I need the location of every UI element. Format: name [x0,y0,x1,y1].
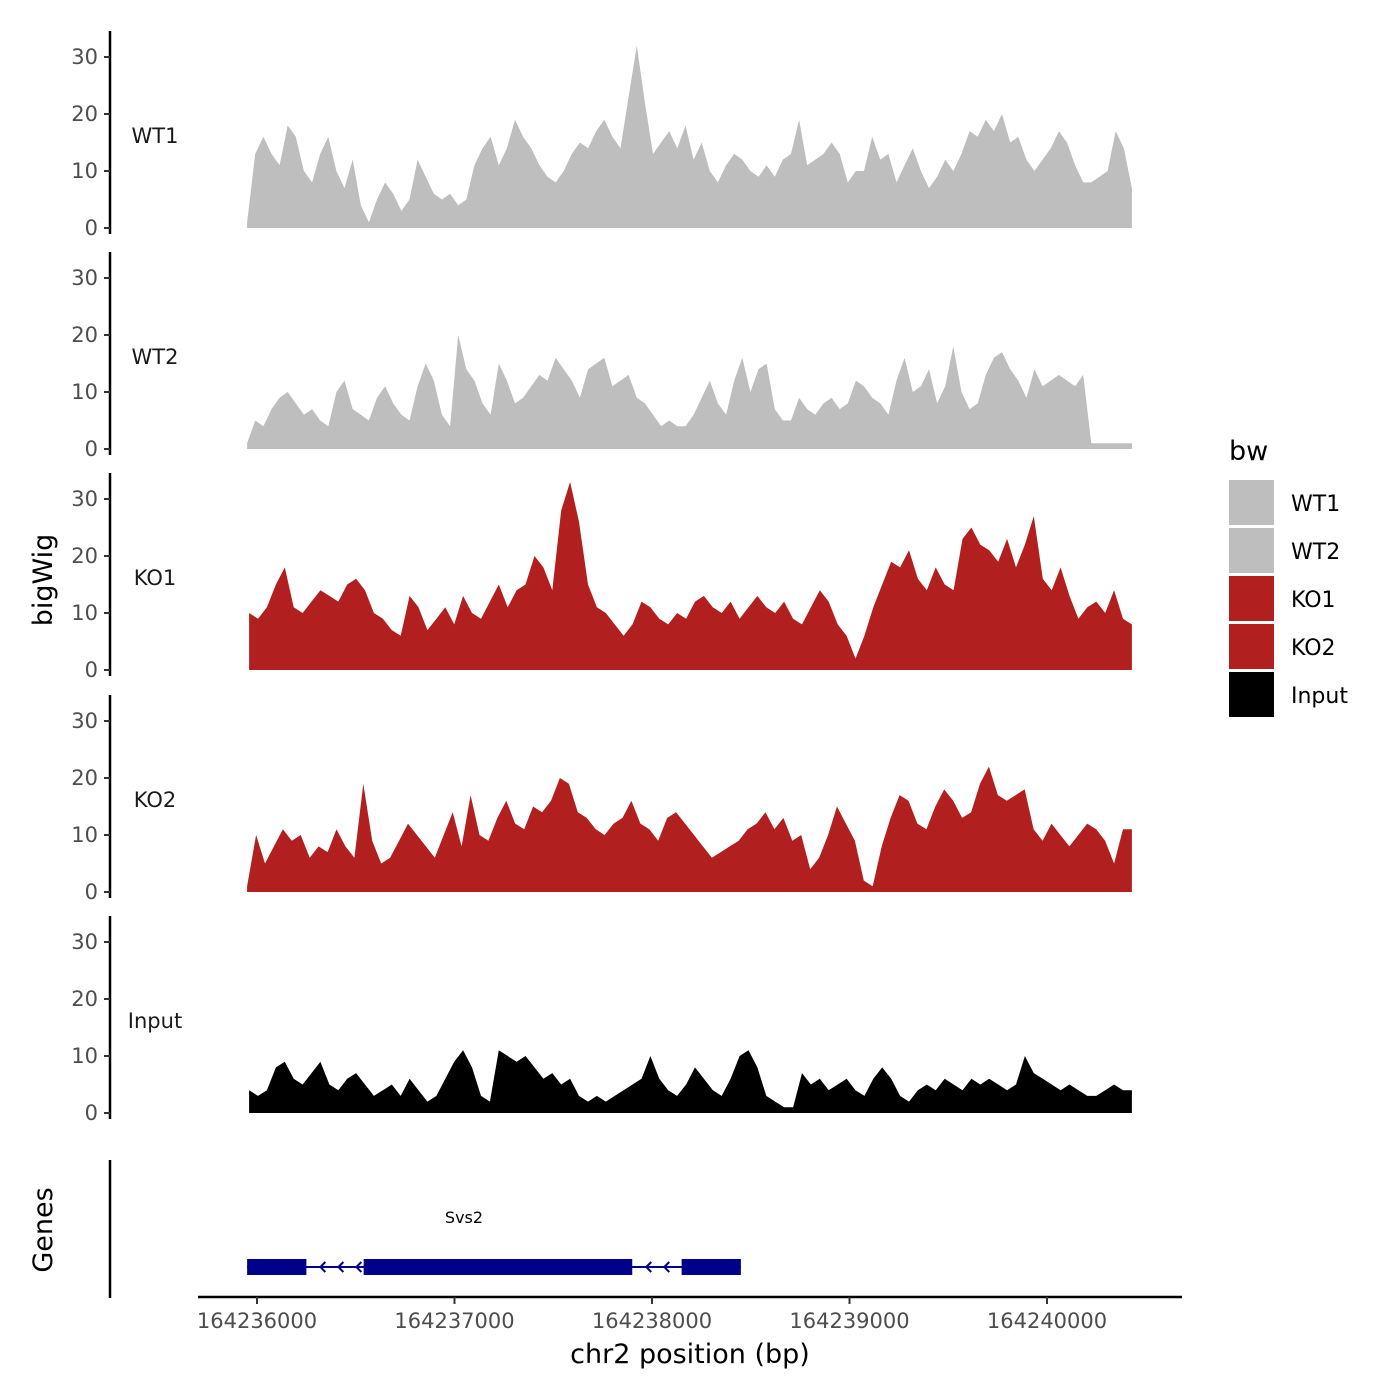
strand-arrow [318,1261,327,1273]
track-label-wt1: WT1 [132,124,179,148]
y-axis-title: bigWig [28,534,59,627]
area-wt2 [247,335,1132,449]
y-tick-label: 10 [71,601,98,625]
y-tick-label: 30 [71,266,98,290]
gene-label: Svs2 [445,1208,483,1227]
legend-title: bw [1229,436,1268,467]
track-wt1: 0 10 20 30 WT1 [71,31,1132,240]
legend-label-input: Input [1291,684,1348,709]
y-tick-label: 30 [71,930,98,954]
gene-svs2: Svs2 [247,1208,741,1275]
genes-axis-title: Genes [28,1187,59,1272]
legend-swatch-ko1 [1229,576,1274,621]
x-tick-label: 164240000 [987,1309,1107,1333]
y-tick-label: 0 [85,437,98,461]
legend-label-ko1: KO1 [1291,588,1336,613]
gene-exon [681,1259,741,1275]
x-axis-title: chr2 position (bp) [570,1339,810,1370]
track-label-ko1: KO1 [134,566,177,590]
track-ko1: 0 10 20 30 KO1 [71,473,1132,682]
y-tick-label: 20 [71,544,98,568]
x-axis: 164236000 164237000 164238000 164239000 1642… [197,1295,1182,1333]
y-tick-label: 20 [71,323,98,347]
x-tick-label: 164236000 [197,1309,317,1333]
area-ko1 [249,481,1132,670]
legend-label-ko2: KO2 [1291,636,1336,661]
area-input [249,1050,1132,1113]
legend-swatch-input [1229,672,1274,717]
y-tick-label: 0 [85,1101,98,1125]
y-tick-label: 20 [71,987,98,1011]
genes-panel: Svs2 [108,1160,741,1298]
strand-arrow [662,1261,670,1273]
area-wt1 [247,45,1132,228]
legend-swatch-wt2 [1229,528,1274,573]
legend-swatch-ko2 [1229,624,1274,669]
x-tick-label: 164239000 [789,1309,909,1333]
legend-label-wt2: WT2 [1291,540,1340,565]
strand-arrow [336,1261,345,1273]
y-tick-label: 10 [71,1044,98,1068]
legend-swatch-wt1 [1229,480,1274,525]
track-input: 0 10 20 30 Input [71,916,1132,1125]
track-ko2: 0 10 20 30 KO2 [71,695,1132,904]
y-tick-label: 0 [85,880,98,904]
x-tick-label: 164238000 [592,1309,712,1333]
y-tick-label: 0 [85,216,98,240]
y-tick-label: 20 [71,102,98,126]
gene-exon [363,1259,633,1275]
x-tick-label: 164237000 [394,1309,514,1333]
y-tick-label: 30 [71,45,98,69]
y-tick-label: 10 [71,159,98,183]
track-label-wt2: WT2 [132,345,179,369]
y-tick-label: 0 [85,658,98,682]
y-tick-label: 10 [71,380,98,404]
gene-exon [247,1259,307,1275]
y-tick-label: 30 [71,709,98,733]
legend-label-wt1: WT1 [1291,492,1340,517]
legend: bw WT1 WT2 KO1 KO2 Input [1229,436,1348,717]
y-tick-label: 20 [71,766,98,790]
area-ko2 [247,766,1132,892]
strand-arrow [644,1261,652,1273]
signal-tracks: 0 10 20 30 WT1 0 10 20 30 WT2 0 10 20 30 KO1 0 10 20 30 KO2… [71,31,1132,1125]
track-label-input: Input [128,1009,182,1033]
strand-arrow [354,1261,363,1273]
track-label-ko2: KO2 [134,788,177,812]
y-tick-label: 30 [71,487,98,511]
y-tick-label: 10 [71,823,98,847]
track-wt2: 0 10 20 30 WT2 [71,252,1132,461]
